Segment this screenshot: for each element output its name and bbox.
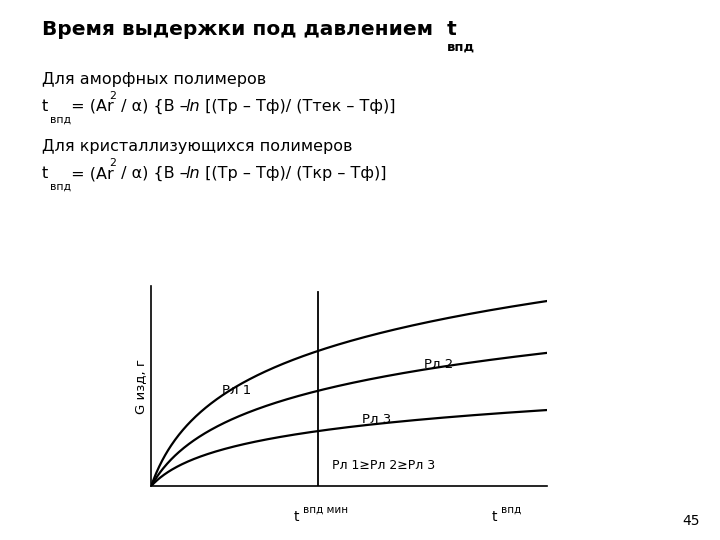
Text: впд: впд <box>50 182 71 192</box>
Text: t: t <box>492 510 498 524</box>
Text: Время выдержки под давлением  t: Время выдержки под давлением t <box>42 20 456 39</box>
Text: = (Ar: = (Ar <box>66 99 114 114</box>
Text: ln: ln <box>185 166 199 181</box>
Text: / α) {B –: / α) {B – <box>116 99 193 114</box>
Text: [(Тр – Тф)/ (Ттек – Тф)]: [(Тр – Тф)/ (Ттек – Тф)] <box>200 99 396 114</box>
Text: t: t <box>293 510 299 524</box>
Text: t: t <box>42 99 48 114</box>
Text: Для кристаллизующихся полимеров: Для кристаллизующихся полимеров <box>42 139 352 154</box>
Text: впд: впд <box>50 114 71 125</box>
Text: = (Ar: = (Ar <box>66 166 114 181</box>
Text: впд: впд <box>501 505 522 515</box>
Text: / α) {B –: / α) {B – <box>116 166 193 181</box>
Text: t: t <box>42 166 48 181</box>
Text: Для аморфных полимеров: Для аморфных полимеров <box>42 72 266 87</box>
Text: ln: ln <box>185 99 199 114</box>
Text: Рл 2: Рл 2 <box>424 357 454 370</box>
Text: Рл 1: Рл 1 <box>222 384 251 397</box>
Text: 2: 2 <box>109 91 117 101</box>
Text: впд мин: впд мин <box>302 505 348 515</box>
Text: Рл 3: Рл 3 <box>362 414 392 427</box>
Text: Рл 1≥Рл 2≥Рл 3: Рл 1≥Рл 2≥Рл 3 <box>332 458 435 472</box>
Text: впд: впд <box>446 40 474 53</box>
Text: 45: 45 <box>683 514 700 528</box>
Text: [(Тр – Тф)/ (Ткр – Тф)]: [(Тр – Тф)/ (Ткр – Тф)] <box>200 166 387 181</box>
Text: 2: 2 <box>109 158 117 168</box>
Y-axis label: G изд, г: G изд, г <box>134 359 147 414</box>
